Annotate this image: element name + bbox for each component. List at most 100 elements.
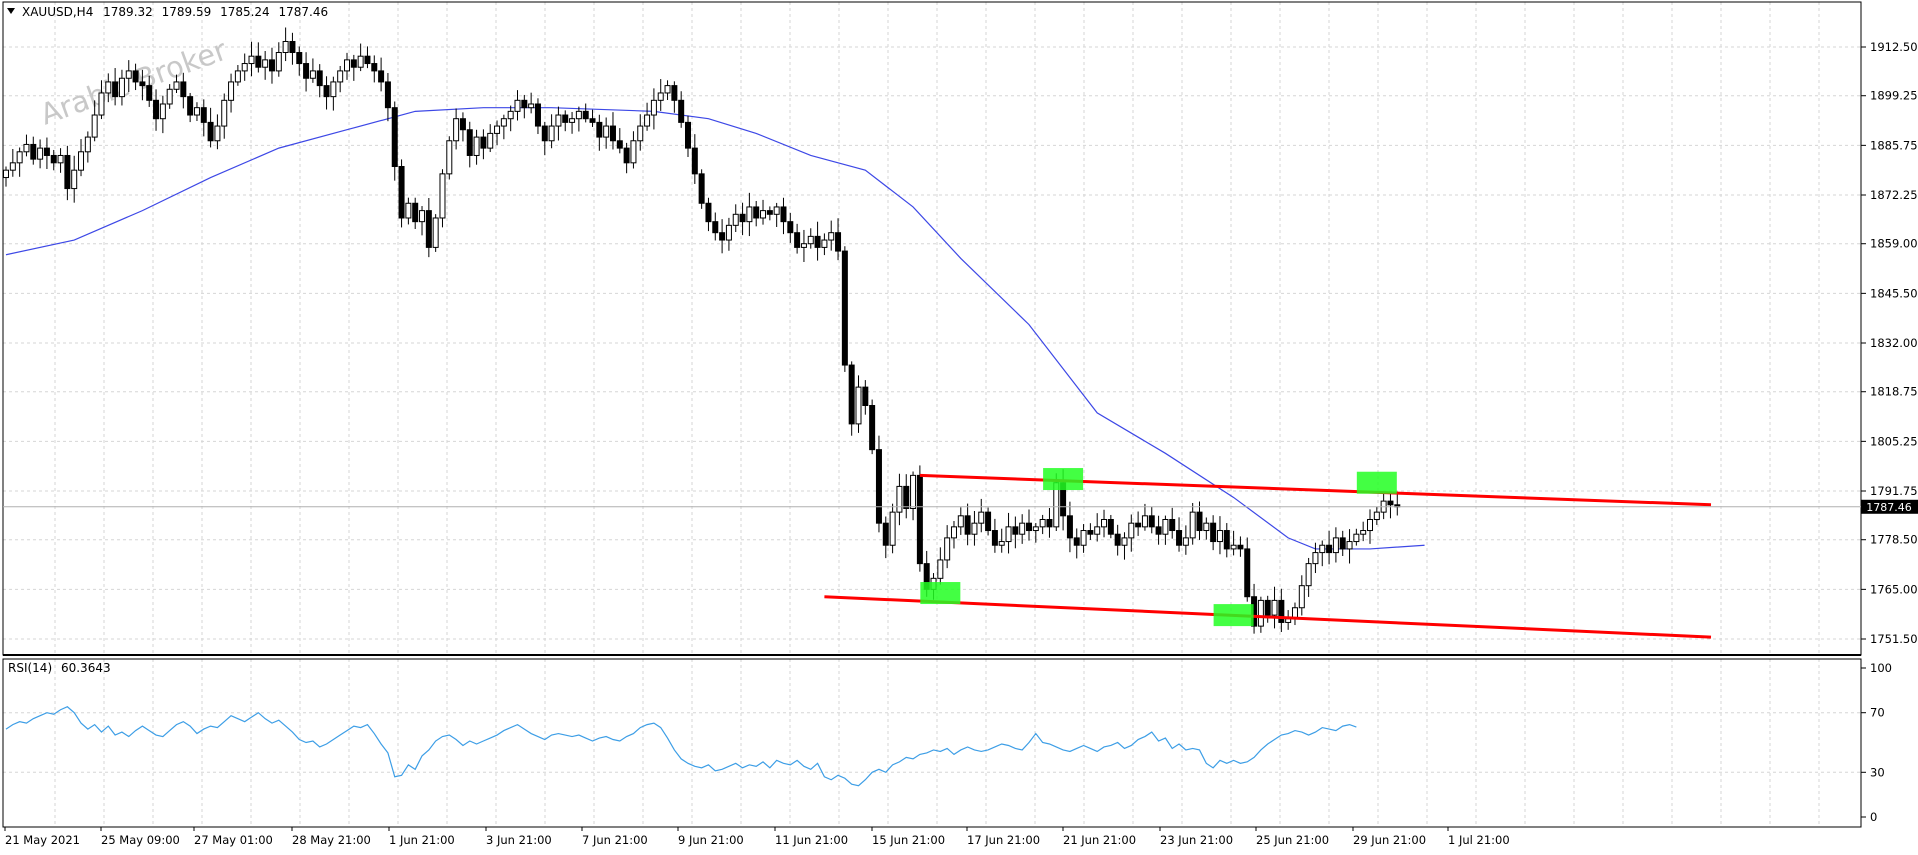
candle	[1176, 517, 1183, 552]
candle-body-up	[630, 140, 637, 164]
candle-body-down	[787, 221, 794, 234]
candle	[112, 68, 119, 106]
trend-line-lower[interactable]	[824, 595, 1712, 639]
candle-body-down	[985, 511, 992, 532]
candle-body-up	[1039, 518, 1046, 528]
candle	[480, 129, 487, 160]
candle	[309, 58, 316, 83]
candle	[1353, 528, 1360, 546]
candle	[84, 131, 91, 163]
candle-body-down	[112, 81, 119, 98]
candle	[1387, 493, 1394, 519]
candle-body-down	[1264, 599, 1271, 616]
candle	[1094, 513, 1101, 542]
price-tick-label: 1805.25	[1870, 434, 1918, 448]
candle-body-down	[869, 405, 876, 451]
candle-body-down	[350, 59, 357, 68]
candle	[125, 60, 132, 93]
candle-body-up	[105, 81, 112, 94]
candle-body-up	[644, 114, 651, 127]
close-value: 1787.46	[279, 5, 329, 19]
time-tick-label: 15 Jun 21:00	[872, 833, 945, 847]
candle-body-up	[1305, 563, 1312, 587]
candle	[712, 212, 719, 241]
candle-body-down	[1155, 526, 1162, 535]
candle-body-down	[1244, 548, 1251, 598]
candle	[869, 399, 876, 455]
candle	[916, 465, 923, 572]
candle-body-up	[71, 169, 78, 190]
candle-body-up	[998, 541, 1005, 546]
price-tick-label: 1859.00	[1870, 237, 1918, 251]
candle	[957, 507, 964, 535]
candle	[1271, 586, 1278, 629]
candle	[241, 53, 248, 81]
candle	[562, 110, 569, 132]
candle	[971, 511, 978, 546]
candle-body-down	[609, 125, 616, 142]
candle-body-up	[357, 55, 364, 68]
candle-body-up	[514, 99, 521, 112]
candle-body-down	[739, 213, 746, 223]
candle-body-up	[1162, 518, 1169, 535]
candle-body-up	[16, 151, 23, 164]
candle	[814, 221, 821, 261]
candle-body-down	[780, 206, 787, 223]
candle	[671, 81, 678, 113]
candle-body-up	[575, 110, 582, 120]
time-tick-label: 25 May 09:00	[101, 833, 180, 847]
candle-body-up	[855, 386, 862, 425]
candle	[644, 102, 651, 131]
candle	[725, 217, 732, 251]
candle-body-up	[405, 202, 412, 219]
candle	[753, 200, 760, 227]
candle-body-up	[3, 169, 9, 179]
candle	[807, 228, 814, 249]
candle	[166, 84, 173, 109]
candle	[1155, 515, 1162, 545]
candle	[43, 137, 50, 170]
candle-body-up	[760, 210, 767, 219]
current-price-label: 1787.46	[1866, 501, 1912, 514]
candle	[432, 214, 439, 252]
candle	[787, 212, 794, 243]
candle-body-up	[821, 239, 828, 248]
candle-body-up	[241, 63, 248, 72]
candle-body-up	[1203, 522, 1210, 532]
price-tick-label: 1845.50	[1870, 286, 1918, 300]
candle	[739, 202, 746, 236]
candle-body-down	[303, 63, 310, 79]
candle	[950, 521, 957, 549]
candle	[439, 169, 446, 228]
candle	[596, 114, 603, 151]
candle	[1087, 523, 1094, 540]
time-tick-label: 27 May 01:00	[194, 833, 273, 847]
candle	[1203, 517, 1210, 540]
chart-menu-triangle[interactable]	[7, 8, 15, 14]
highlight-box	[1043, 468, 1084, 491]
candle-body-down	[1237, 544, 1244, 550]
candle-body-down	[384, 81, 391, 109]
candle-body-down	[398, 166, 405, 219]
candle-body-up	[1128, 522, 1135, 539]
time-tick-label: 3 Jun 21:00	[486, 833, 552, 847]
candle	[623, 142, 630, 174]
candle	[1257, 596, 1264, 633]
candle	[1244, 537, 1251, 602]
candle	[1210, 515, 1217, 551]
candle	[1237, 536, 1244, 557]
candle	[719, 219, 726, 254]
price-tick-label: 1791.75	[1870, 484, 1918, 498]
candle-body-up	[1182, 537, 1189, 546]
candle	[425, 198, 432, 258]
candle-body-up	[896, 485, 903, 513]
candle-body-down	[1278, 599, 1285, 623]
price-tick-label: 1912.50	[1870, 40, 1918, 54]
high-value: 1789.59	[162, 5, 212, 19]
candle	[391, 101, 398, 181]
candle	[248, 41, 255, 77]
candle	[534, 98, 541, 135]
candle-body-up	[637, 125, 644, 142]
candle	[800, 229, 807, 263]
